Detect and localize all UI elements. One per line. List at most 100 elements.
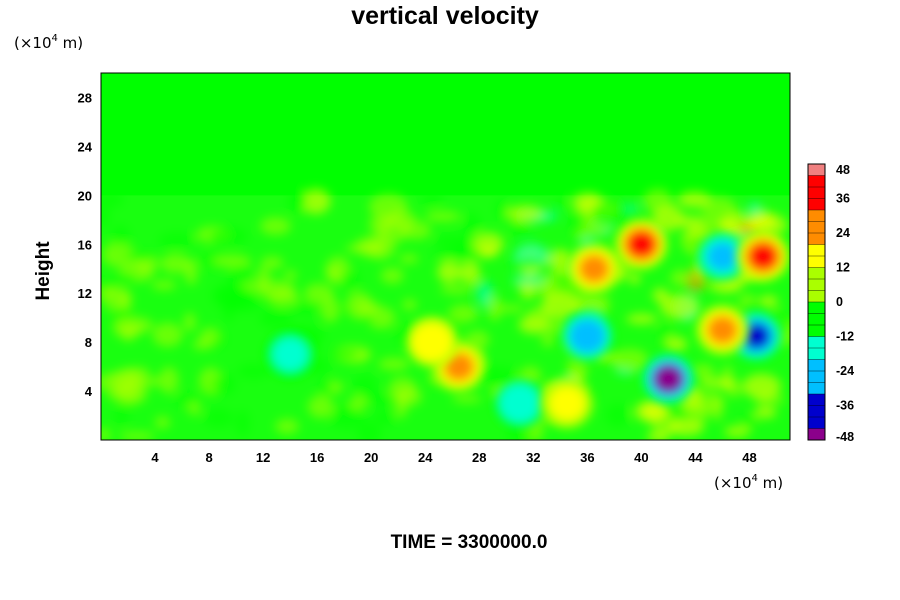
field-blob xyxy=(496,304,525,313)
chart-title: vertical velocity xyxy=(351,2,539,30)
field-blob xyxy=(101,428,112,440)
field-feature-level xyxy=(578,254,610,284)
field-blob xyxy=(459,262,481,284)
field-feature-level xyxy=(748,243,777,270)
field-blob xyxy=(575,230,588,242)
x-tick: 40 xyxy=(634,450,648,465)
field-blob xyxy=(664,336,688,352)
colorbar-segment xyxy=(808,394,825,406)
colorbar-segment xyxy=(808,313,825,326)
field-blob xyxy=(495,198,509,221)
field-blob xyxy=(122,325,135,342)
field-blob xyxy=(384,210,417,229)
y-tick-label: 4 xyxy=(85,384,93,399)
field-blob xyxy=(738,293,757,307)
field-blob xyxy=(307,395,334,419)
field-blob xyxy=(216,285,254,308)
field-blob xyxy=(724,425,751,436)
field-blob xyxy=(123,251,155,262)
field-blob xyxy=(115,407,128,427)
field-blob xyxy=(574,295,612,307)
colorbar-tick-label: 24 xyxy=(836,226,850,240)
field-blob xyxy=(555,196,568,209)
field-blob xyxy=(626,313,658,325)
field-blob xyxy=(267,288,299,307)
field-blob xyxy=(110,368,144,394)
colorbar-segment xyxy=(808,359,825,372)
field-feature xyxy=(696,304,749,355)
field-blob xyxy=(466,330,490,350)
field-blob xyxy=(158,366,179,394)
field-blob xyxy=(388,377,417,401)
x-axis-ticks: 4 8 12 16 20 24 28 32 36 40 44 48 xyxy=(151,450,756,465)
field-blob xyxy=(208,227,248,246)
colorbar-segment xyxy=(808,302,825,314)
field-blob xyxy=(690,363,716,380)
field-blob xyxy=(183,312,196,332)
x-tick: 20 xyxy=(364,450,378,465)
field-blob xyxy=(437,260,461,284)
field-feature xyxy=(493,378,546,429)
x-tick: 36 xyxy=(580,450,594,465)
colorbar-tick-label: 36 xyxy=(836,192,850,206)
x-tick-label: 16 xyxy=(310,450,324,465)
field-feature xyxy=(541,378,594,429)
field-blob xyxy=(548,248,572,273)
field-blob xyxy=(399,253,419,264)
field-blob xyxy=(290,300,324,315)
field-blob xyxy=(605,403,629,428)
field-feature xyxy=(696,231,749,282)
y-tick: 24 xyxy=(78,139,93,154)
field-blob xyxy=(275,418,299,435)
field-blob xyxy=(660,294,700,320)
colorbar-tick-label: -12 xyxy=(836,330,854,344)
velocity-field xyxy=(101,73,790,440)
field-blob xyxy=(677,191,712,208)
x-tick-label: 48 xyxy=(742,450,756,465)
x-tick: 44 xyxy=(688,450,703,465)
field-blob xyxy=(506,205,544,222)
y-tick-label: 20 xyxy=(78,188,92,203)
colorbar-segment xyxy=(808,279,825,291)
y-tick-label: 8 xyxy=(85,335,92,350)
y-tick: 16 xyxy=(78,237,92,252)
field-feature-level xyxy=(272,337,309,372)
field-blob xyxy=(213,373,236,396)
field-blob xyxy=(451,394,482,403)
field-blob xyxy=(508,258,546,270)
field-blob xyxy=(394,392,408,419)
field-blob xyxy=(354,236,387,257)
y-tick-label: 24 xyxy=(78,139,93,154)
field-blob xyxy=(118,431,156,440)
field-blob xyxy=(566,355,588,381)
colorbar-tick-label: -36 xyxy=(836,399,854,413)
field-blob xyxy=(688,391,725,414)
field-blob xyxy=(685,226,701,245)
field-blob xyxy=(352,374,378,398)
colorbar-segment xyxy=(808,198,825,211)
time-label: TIME = 3300000.0 xyxy=(390,532,548,553)
field-blob xyxy=(187,401,201,416)
colorbar-segment xyxy=(808,325,825,337)
field-blob xyxy=(335,404,354,414)
x-tick-label: 24 xyxy=(418,450,433,465)
colorbar-segment xyxy=(808,187,825,199)
y-tick: 4 xyxy=(85,384,93,399)
field-blob xyxy=(434,233,472,251)
colorbar-segment xyxy=(808,244,825,257)
x-tick-label: 32 xyxy=(526,450,540,465)
field-blob xyxy=(300,188,331,214)
field-blob xyxy=(151,280,177,291)
field-blob xyxy=(260,256,284,270)
field-upper-layer xyxy=(101,73,790,196)
x-axis-unit: (×104 m) xyxy=(714,473,784,492)
field-feature-level xyxy=(707,315,738,345)
field-blob xyxy=(260,217,292,236)
x-tick-label: 20 xyxy=(364,450,378,465)
field-blob xyxy=(361,393,402,406)
colorbar-tick-label: 12 xyxy=(836,261,850,275)
field-blob xyxy=(287,189,307,215)
field-blob xyxy=(541,332,555,347)
field-blob xyxy=(440,285,472,295)
field-blob xyxy=(345,291,372,320)
